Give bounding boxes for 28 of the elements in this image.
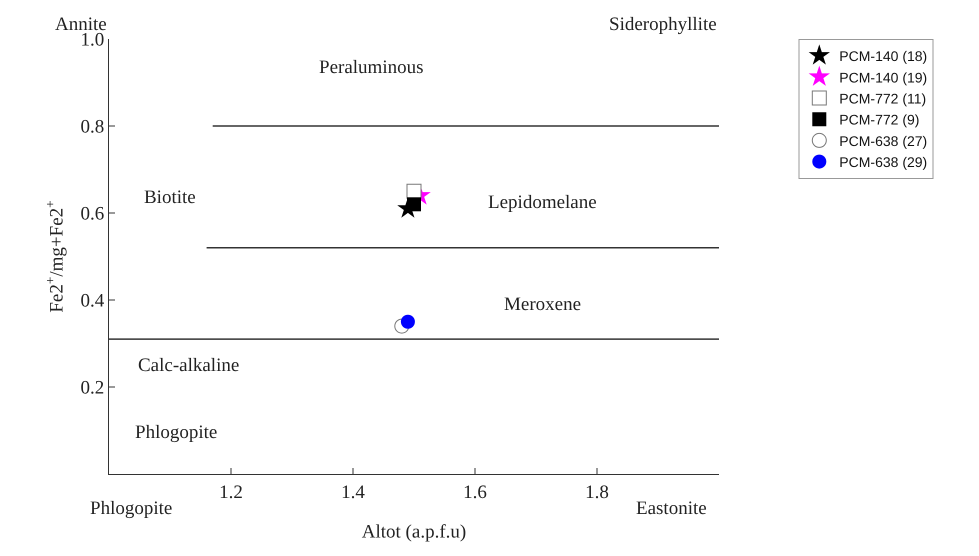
x-tick-label: 1.6 bbox=[463, 482, 487, 503]
y-tick-label: 0.2 bbox=[80, 378, 104, 399]
annotation: Meroxene bbox=[504, 294, 582, 315]
legend-label: PCM-140 (19) bbox=[839, 69, 928, 86]
text: Siderophyllite bbox=[609, 14, 717, 35]
annotation: Lepidomelane bbox=[488, 192, 597, 213]
annotation: Phlogopite bbox=[135, 422, 218, 443]
y-tick-label: 0.8 bbox=[80, 116, 104, 138]
annotation: Peraluminous bbox=[319, 57, 424, 78]
y-tick-label: 0.4 bbox=[80, 290, 105, 312]
annotation: Calc-alkaline bbox=[138, 355, 240, 376]
text: Phlogopite bbox=[90, 498, 172, 519]
legend-label: PCM-638 (29) bbox=[839, 154, 928, 170]
point bbox=[400, 314, 415, 329]
legend-label: PCM-772 (9) bbox=[839, 112, 920, 128]
x-tick-label: 1.4 bbox=[341, 482, 366, 503]
x-axis-title: Altot (a.p.f.u) bbox=[362, 522, 466, 543]
point bbox=[406, 184, 422, 199]
y-tick-label: 0.6 bbox=[80, 204, 104, 225]
text: Eastonite bbox=[636, 498, 707, 519]
legend-label: PCM-772 (11) bbox=[839, 90, 926, 106]
annotation: Biotite bbox=[144, 187, 196, 208]
y-tick-label: 1.0 bbox=[80, 30, 104, 51]
point bbox=[407, 197, 421, 212]
legend-label: PCM-638 (27) bbox=[839, 132, 928, 149]
x-tick-label: 1.8 bbox=[585, 482, 609, 503]
legend-label: PCM-140 (18) bbox=[839, 48, 928, 64]
x-tick-label: 1.2 bbox=[219, 482, 243, 503]
